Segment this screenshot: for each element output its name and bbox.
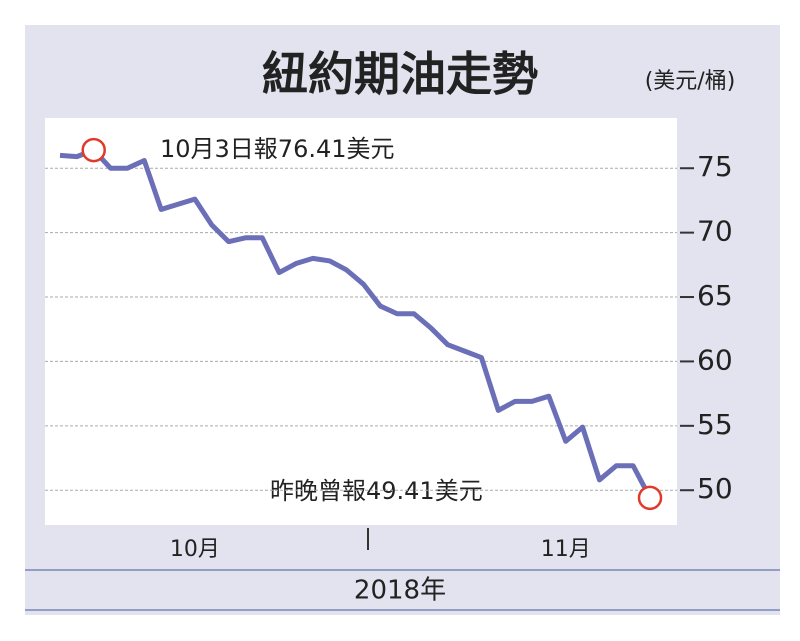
x-tick-label: 10月 [170,537,220,562]
annotation: 10月3日報76.41美元 [160,135,395,163]
annotation: 昨晚曾報49.41美元 [270,477,483,505]
highlight-marker [637,485,663,511]
y-tick-label: 75 [697,150,733,183]
y-tick-label: 60 [697,343,733,376]
x-axis-label: 2018年 [354,576,446,606]
y-tick-label: 50 [697,472,733,505]
y-tick-label: 70 [697,215,733,248]
unit-label: (美元/桶) [645,69,736,94]
y-tick-label: 65 [697,279,733,312]
y-tick-label: 55 [697,408,733,441]
plot-area [45,118,677,525]
x-tick-label: 11月 [541,537,591,562]
highlight-marker [81,137,106,163]
chart-title: 紐約期油走勢 [262,47,538,101]
line [59,147,653,499]
